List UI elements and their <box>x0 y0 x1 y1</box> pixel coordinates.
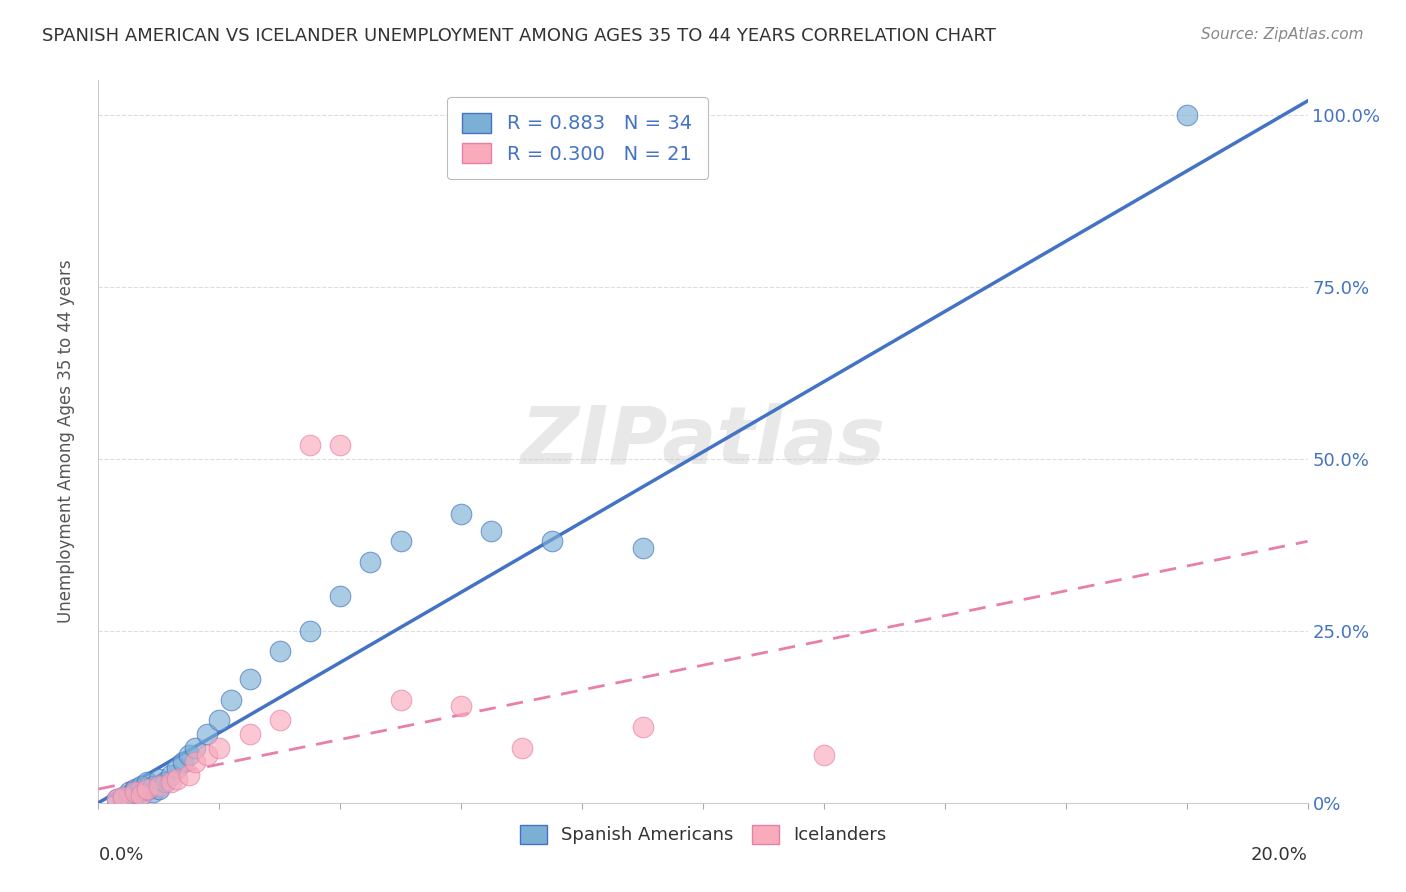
Point <box>142 779 165 793</box>
Point <box>208 713 231 727</box>
Text: SPANISH AMERICAN VS ICELANDER UNEMPLOYMENT AMONG AGES 35 TO 44 YEARS CORRELATION: SPANISH AMERICAN VS ICELANDER UNEMPLOYME… <box>42 27 995 45</box>
Point <box>299 438 322 452</box>
Text: Source: ZipAtlas.com: Source: ZipAtlas.com <box>1201 27 1364 42</box>
Point <box>389 534 412 549</box>
Point <box>111 790 134 805</box>
Point <box>239 727 262 741</box>
Point <box>135 775 157 789</box>
Point <box>239 672 262 686</box>
Point <box>221 692 243 706</box>
Point <box>135 782 157 797</box>
Point <box>360 555 382 569</box>
Point <box>124 789 146 803</box>
Point <box>179 747 201 762</box>
Point <box>166 761 188 775</box>
Point <box>269 644 291 658</box>
Point <box>124 785 146 799</box>
Point <box>329 438 352 452</box>
Point <box>195 747 218 762</box>
Point <box>631 720 654 734</box>
Point <box>631 541 654 556</box>
Point <box>135 783 157 797</box>
Point <box>105 792 128 806</box>
Point <box>450 699 472 714</box>
Point <box>129 788 152 802</box>
Point <box>329 590 352 604</box>
Point <box>129 788 152 802</box>
Y-axis label: Unemployment Among Ages 35 to 44 years: Unemployment Among Ages 35 to 44 years <box>56 260 75 624</box>
Point <box>148 772 170 786</box>
Point <box>389 692 412 706</box>
Legend: Spanish Americans, Icelanders: Spanish Americans, Icelanders <box>505 811 901 859</box>
Point <box>142 785 165 799</box>
Point <box>450 507 472 521</box>
Point <box>195 727 218 741</box>
Point <box>540 534 562 549</box>
Point <box>129 779 152 793</box>
Text: 20.0%: 20.0% <box>1251 847 1308 864</box>
Point <box>299 624 322 638</box>
Point <box>153 775 176 789</box>
Point <box>160 775 183 789</box>
Point <box>269 713 291 727</box>
Point <box>813 747 835 762</box>
Point <box>1175 108 1198 122</box>
Point <box>148 779 170 793</box>
Point <box>160 768 183 782</box>
Point <box>172 755 194 769</box>
Point <box>184 755 207 769</box>
Point <box>118 785 141 799</box>
Point <box>124 782 146 797</box>
Point <box>148 782 170 797</box>
Point <box>208 740 231 755</box>
Point <box>481 524 503 538</box>
Point <box>179 768 201 782</box>
Point <box>118 789 141 803</box>
Point <box>184 740 207 755</box>
Point <box>166 772 188 786</box>
Point <box>111 790 134 805</box>
Point <box>510 740 533 755</box>
Text: 0.0%: 0.0% <box>98 847 143 864</box>
Text: ZIPatlas: ZIPatlas <box>520 402 886 481</box>
Point <box>105 792 128 806</box>
